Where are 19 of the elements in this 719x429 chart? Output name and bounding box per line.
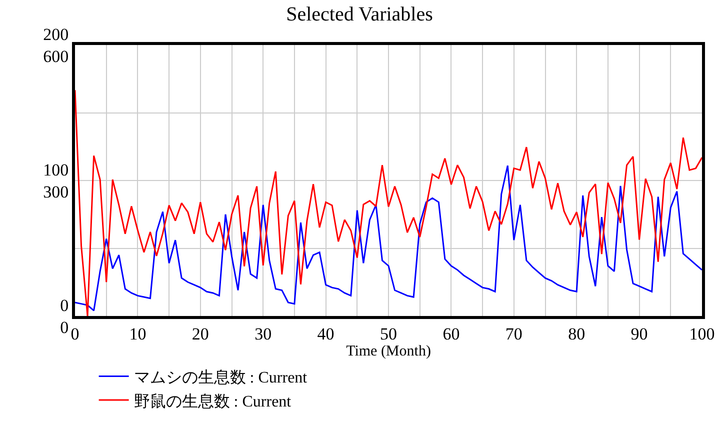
y-tick-label: 200 bbox=[43, 24, 69, 44]
x-tick-label: 50 bbox=[380, 324, 397, 344]
x-tick-label: 10 bbox=[129, 324, 146, 344]
x-tick-label: 100 bbox=[689, 324, 715, 344]
x-tick-label: 70 bbox=[505, 324, 522, 344]
x-tick-label: 30 bbox=[254, 324, 272, 344]
y-tick-label: 0 bbox=[60, 296, 69, 315]
legend-label: 野鼠の生息数 : Current bbox=[134, 392, 292, 410]
chart-title: Selected Variables bbox=[286, 3, 434, 26]
x-tick-label: 80 bbox=[568, 324, 586, 344]
x-tick-label: 60 bbox=[442, 324, 460, 344]
y-tick-label: 100 bbox=[43, 160, 69, 180]
legend-label: マムシの生息数 : Current bbox=[134, 368, 308, 386]
y2-tick-label: 300 bbox=[43, 182, 69, 202]
x-tick-label: 20 bbox=[192, 324, 209, 344]
y2-tick-label: 600 bbox=[43, 46, 69, 66]
x-axis-title: Time (Month) bbox=[346, 343, 431, 360]
x-tick-label: 90 bbox=[630, 324, 648, 344]
x-tick-label: 40 bbox=[317, 324, 334, 344]
